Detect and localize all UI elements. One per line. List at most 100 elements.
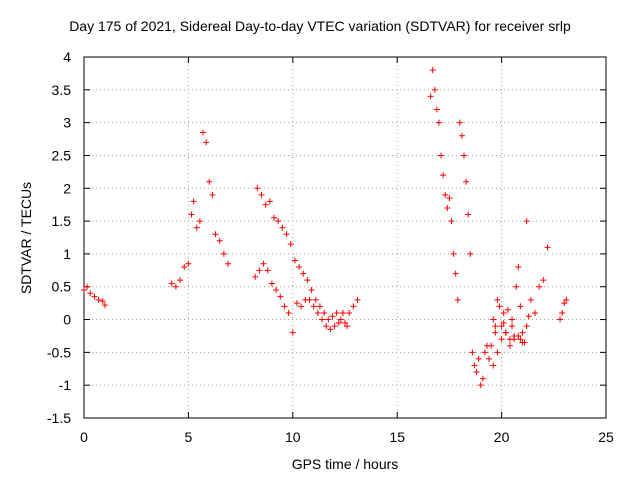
data-point (279, 224, 286, 231)
data-point (479, 375, 486, 382)
data-point (200, 129, 207, 136)
y-tick-label: 1 (63, 246, 71, 262)
data-point (172, 283, 179, 290)
data-point (333, 309, 340, 316)
data-point (498, 323, 505, 330)
data-point (473, 369, 480, 376)
y-tick-label: 1.5 (52, 213, 72, 229)
data-point (544, 244, 551, 251)
data-point (95, 296, 102, 303)
plot-area-frame (83, 56, 607, 419)
data-point (504, 306, 511, 313)
y-tick-label: 3 (63, 115, 71, 131)
data-point (448, 218, 455, 225)
y-tick-label: -1 (59, 377, 72, 393)
data-point (444, 204, 451, 211)
data-point (469, 349, 476, 356)
data-point (281, 303, 288, 310)
data-point (496, 303, 503, 310)
data-point (275, 218, 282, 225)
data-point (523, 218, 530, 225)
data-point (513, 283, 520, 290)
data-point (254, 185, 261, 192)
data-point (498, 336, 505, 343)
data-point (438, 152, 445, 159)
data-point (193, 224, 200, 231)
data-point (216, 237, 223, 244)
data-point (252, 273, 259, 280)
data-point (296, 264, 303, 271)
data-point (256, 267, 263, 274)
data-point (262, 201, 269, 208)
chart-title: Day 175 of 2021, Sidereal Day-to-day VTE… (69, 18, 571, 34)
data-point (517, 336, 524, 343)
y-tick-label: 0.5 (52, 279, 72, 295)
y-tick-label: -1.5 (47, 410, 71, 426)
data-point (99, 298, 106, 305)
data-point (287, 241, 294, 248)
data-point (101, 302, 108, 309)
data-point (452, 270, 459, 277)
data-point (461, 152, 468, 159)
data-point (264, 267, 271, 274)
y-tick-label: 2.5 (52, 147, 72, 163)
data-point (456, 119, 463, 126)
data-point (300, 270, 307, 277)
data-point (291, 257, 298, 264)
data-point (225, 260, 232, 267)
data-point (492, 323, 499, 330)
data-point (527, 296, 534, 303)
data-point (331, 323, 338, 330)
data-point (277, 293, 284, 300)
data-point (481, 349, 488, 356)
data-point (314, 309, 321, 316)
data-point (454, 296, 461, 303)
data-point (525, 313, 532, 320)
data-point (429, 67, 436, 74)
data-point (354, 296, 361, 303)
data-point (509, 323, 516, 330)
data-point (519, 339, 526, 346)
data-point (87, 290, 94, 297)
data-point (177, 277, 184, 284)
data-point (283, 231, 290, 238)
data-point (517, 303, 524, 310)
data-point (506, 342, 513, 349)
data-point (540, 277, 547, 284)
data-point (536, 283, 543, 290)
data-point (490, 362, 497, 369)
data-point (467, 250, 474, 257)
data-point (502, 329, 509, 336)
y-tick-label: 0 (63, 312, 71, 328)
data-point (475, 355, 482, 362)
data-point (258, 191, 265, 198)
data-point (519, 329, 526, 336)
data-point (188, 211, 195, 218)
data-point (298, 303, 305, 310)
data-point (316, 303, 323, 310)
data-point (557, 316, 564, 323)
y-tick-label: -0.5 (47, 344, 71, 360)
data-point (440, 172, 447, 179)
data-point (321, 309, 328, 316)
data-point (463, 178, 470, 185)
data-point (285, 309, 292, 316)
data-point (81, 287, 87, 294)
data-point (490, 316, 497, 323)
y-axis-ticks: -1.5 -1 -0.5 0 0.5 1 1.5 2 2.5 3 3.5 4 (47, 49, 606, 426)
data-point (196, 218, 203, 225)
data-point (344, 323, 351, 330)
data-point (308, 287, 315, 294)
data-point (312, 296, 319, 303)
data-point (91, 293, 98, 300)
y-axis-label: SDTVAR / TECUs (18, 181, 34, 295)
y-tick-label: 2 (63, 180, 71, 196)
x-tick-label: 15 (389, 429, 405, 445)
data-point (190, 198, 197, 205)
data-point (266, 198, 273, 205)
data-point (500, 309, 507, 316)
data-point (486, 355, 493, 362)
y-tick-label: 3.5 (52, 82, 72, 98)
data-point (488, 342, 495, 349)
data-point (427, 93, 434, 100)
